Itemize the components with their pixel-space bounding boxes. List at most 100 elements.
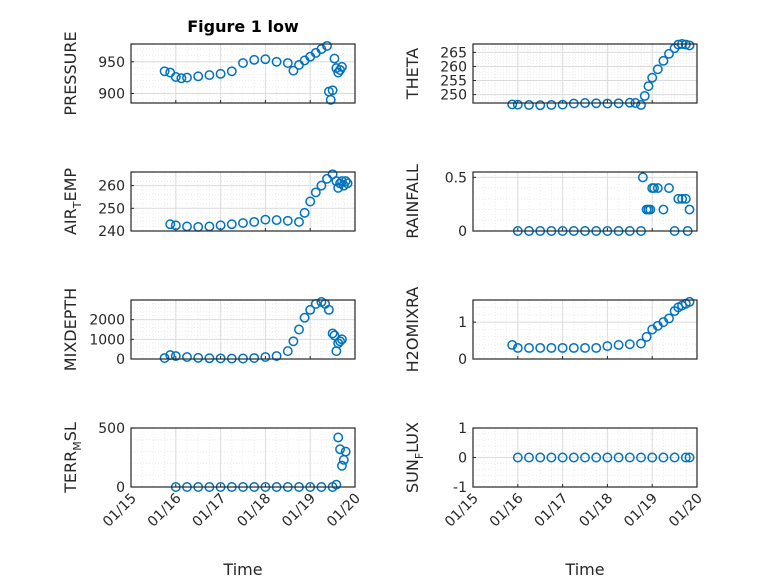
data-point [669,452,680,463]
data-point [238,58,248,68]
data-point [647,72,658,83]
data-point [580,452,590,463]
data-point [557,342,568,353]
data-point [331,479,342,490]
data-point [323,304,334,315]
data-point [624,339,635,350]
data-point [226,219,237,230]
data-point [535,452,546,463]
data-point [636,452,646,463]
data-point [637,172,648,183]
data-point [512,452,523,463]
data-point [342,178,353,189]
data-point [658,55,669,66]
data-point [282,346,293,357]
data-point [602,341,613,352]
data-point [170,220,181,231]
y-tick-label: 900 [98,86,125,102]
data-point [333,432,344,443]
data-point [260,54,271,65]
y-tick-label: 0 [458,451,467,467]
plot-area [131,300,355,359]
subplot-rainfall: 0 0.5 RAINFALL [403,164,698,240]
subplot-sun-flux: -1 0 1 SUNFLUX 01/15 01/16 01/17 01/18 01/19 01/2… [403,421,706,530]
x-tick-label: 01/20 [666,491,706,531]
data-point [340,176,351,187]
x-tick-label: 01/20 [324,491,364,531]
data-point [649,183,660,194]
data-point [159,66,170,77]
y-tick-label: 260 [440,59,467,75]
data-point [336,460,347,471]
data-point [546,452,557,463]
data-point [305,304,316,315]
y-tick-label: 1000 [89,332,125,348]
data-point [684,204,695,215]
axes-frame [130,427,356,488]
data-point [249,216,260,227]
y-tick-label: 250 [98,201,125,217]
y-tick-label: 0.5 [445,170,467,186]
data-point [591,342,602,353]
data-point [647,452,658,463]
data-point [546,342,557,353]
data-point [557,452,568,463]
x-tick-label: 01/19 [621,491,661,531]
data-point [170,72,181,82]
data-point [204,70,215,81]
x-tick-label: 01/15 [100,491,140,531]
data-point [215,68,226,79]
y-axis-label: SUNFLUX [403,422,426,493]
axes-frame [472,427,698,488]
data-point [260,352,271,362]
data-point [664,183,674,194]
y-axis-label: TERRMSL [61,422,84,494]
y-tick-label: 1 [458,315,467,331]
data-point [336,176,347,187]
data-point [684,452,695,463]
data-point [335,336,346,347]
data-point [282,215,293,226]
y-tick-label: 2000 [89,313,125,329]
data-point [636,338,646,349]
subplot-pressure: 900 950 PRESSURE [61,31,356,116]
data-point [568,452,579,463]
y-axis-label: AIRTEMP [61,168,84,235]
data-point [664,48,674,59]
data-point [664,313,674,324]
data-point [294,324,304,335]
x-tick-label: 01/17 [532,491,572,531]
data-point [335,444,346,455]
y-tick-label: 950 [98,55,125,71]
data-point [512,342,523,353]
data-point [645,204,656,215]
data-point [316,44,327,55]
y-tick-label: 500 [98,421,125,437]
y-tick-label: 1 [458,421,467,437]
data-point [613,452,624,463]
data-point [512,99,523,110]
data-point [204,353,215,364]
data-point [535,342,546,353]
data-point [652,64,663,75]
data-point [310,187,321,198]
data-point [624,452,635,463]
data-point [336,61,347,72]
subplot-terr-msl: 0 500 TERRMSL 01/15 01/16 01/17 01/18 01/19 01/2… [61,421,364,530]
data-point [327,328,338,339]
data-point [327,85,338,96]
y-tick-label: 0 [116,352,125,368]
axes-frame [472,299,698,360]
data-point [336,334,347,345]
data-point [535,100,546,111]
data-point [652,183,663,194]
data-point [325,94,336,105]
data-point [673,193,684,204]
data-point [643,81,654,92]
axes-frame [472,43,698,104]
data-point [568,342,579,353]
y-tick-label: 0 [458,352,467,368]
y-tick-label: 255 [440,74,467,90]
x-axis-label-left: Time [222,560,262,579]
